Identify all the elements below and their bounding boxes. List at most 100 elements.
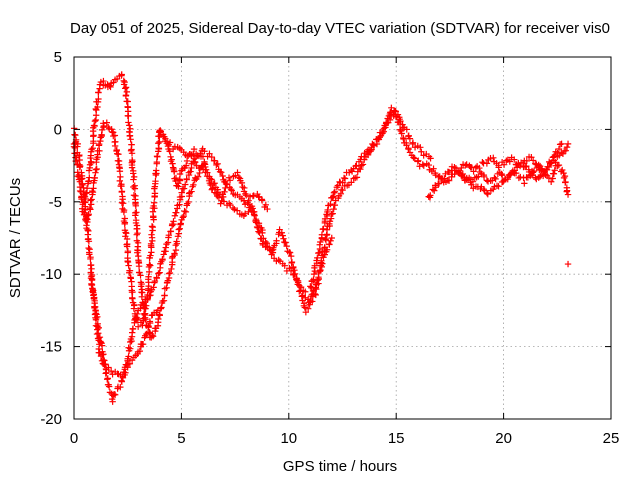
data-point-marker — [318, 231, 326, 238]
data-point-marker — [171, 168, 178, 175]
data-point-marker — [134, 229, 141, 237]
data-point-marker — [73, 161, 81, 168]
data-point-marker — [296, 288, 303, 295]
data-point-marker — [255, 220, 263, 227]
data-point-marker — [113, 147, 120, 155]
data-point-marker — [91, 117, 99, 125]
data-point-marker — [185, 198, 192, 206]
data-point-marker — [551, 167, 558, 174]
data-point-marker — [170, 218, 177, 225]
data-point-marker — [228, 187, 235, 194]
data-point-marker — [98, 342, 106, 349]
data-point-marker — [86, 251, 93, 258]
data-point-marker — [279, 232, 286, 239]
data-point-marker — [276, 226, 283, 233]
data-point-marker — [125, 112, 132, 120]
data-point-marker — [302, 308, 310, 316]
data-point-marker — [173, 209, 180, 216]
data-point-marker — [175, 226, 183, 233]
data-point-marker — [131, 185, 139, 192]
data-point-marker — [320, 225, 327, 233]
data-point-marker — [95, 89, 102, 96]
data-point-marker — [339, 186, 346, 194]
data-point-marker — [357, 156, 364, 163]
data-point-marker — [130, 305, 138, 312]
data-point-marker — [159, 255, 166, 263]
data-point-marker — [82, 190, 90, 197]
data-point-marker — [171, 212, 179, 219]
data-point-marker — [148, 231, 155, 238]
y-tick-label: -10 — [40, 266, 62, 283]
data-point-marker — [339, 179, 346, 186]
data-point-marker — [221, 188, 228, 196]
data-point-marker — [172, 242, 179, 249]
x-tick-label: 0 — [70, 430, 78, 447]
data-point-marker — [82, 217, 90, 224]
data-point-marker — [427, 155, 434, 162]
data-point-marker — [327, 200, 334, 208]
data-point-marker — [166, 139, 174, 146]
data-point-marker — [134, 323, 142, 330]
data-point-marker — [95, 330, 102, 337]
data-point-marker — [118, 378, 126, 385]
data-point-marker — [78, 195, 85, 203]
data-point-marker — [495, 183, 502, 190]
data-point-marker — [495, 164, 502, 171]
data-point-marker — [475, 173, 482, 180]
data-point-marker — [559, 150, 567, 158]
data-point-marker — [92, 316, 100, 323]
data-point-marker — [550, 153, 558, 160]
data-point-marker — [199, 153, 207, 160]
data-point-marker — [169, 160, 176, 167]
data-point-marker — [308, 291, 316, 298]
data-point-marker — [529, 169, 537, 176]
data-point-marker — [265, 244, 273, 251]
x-tick-label: 20 — [495, 430, 512, 447]
data-point-marker — [171, 250, 178, 257]
data-point-marker — [76, 187, 84, 195]
data-point-marker — [417, 144, 424, 151]
data-point-marker — [124, 258, 132, 266]
data-point-marker — [157, 127, 164, 134]
x-tick-label: 15 — [388, 430, 405, 447]
data-point-marker — [310, 270, 318, 278]
data-point-marker — [314, 277, 321, 284]
data-point-marker — [168, 265, 175, 273]
data-point-marker — [179, 214, 187, 221]
chart-title: Day 051 of 2025, Sidereal Day-to-day VTE… — [70, 20, 610, 37]
data-point-marker — [314, 254, 321, 262]
data-point-marker — [88, 281, 95, 289]
y-tick-label: 0 — [54, 121, 62, 138]
data-point-marker — [555, 161, 563, 169]
data-point-marker — [480, 186, 487, 193]
data-point-marker — [275, 256, 282, 264]
data-point-marker — [273, 237, 280, 244]
data-point-marker — [182, 208, 190, 216]
data-point-marker — [368, 146, 375, 153]
data-point-marker — [301, 304, 309, 311]
data-point-marker — [331, 201, 339, 209]
grid — [74, 57, 611, 419]
data-point-marker — [87, 197, 94, 204]
data-point-marker — [90, 287, 97, 294]
data-point-marker — [258, 197, 266, 204]
data-point-marker — [74, 172, 82, 180]
data-point-marker — [283, 242, 290, 250]
data-point-marker — [178, 189, 185, 196]
data-point-marker — [220, 198, 228, 205]
data-point-marker — [229, 204, 237, 212]
data-point-marker — [559, 166, 566, 174]
y-tick-label: -20 — [40, 411, 62, 428]
data-point-marker — [262, 201, 270, 209]
data-point-marker — [445, 177, 453, 184]
data-point-marker — [133, 231, 140, 238]
data-point-marker — [190, 181, 197, 189]
data-point-marker — [250, 192, 257, 199]
data-point-marker — [535, 161, 542, 169]
data-point-marker — [139, 322, 146, 329]
data-point-marker — [231, 206, 238, 213]
data-point-marker — [83, 216, 91, 223]
data-point-marker — [88, 159, 95, 167]
data-point-marker — [498, 170, 505, 178]
data-point-marker — [107, 367, 115, 375]
